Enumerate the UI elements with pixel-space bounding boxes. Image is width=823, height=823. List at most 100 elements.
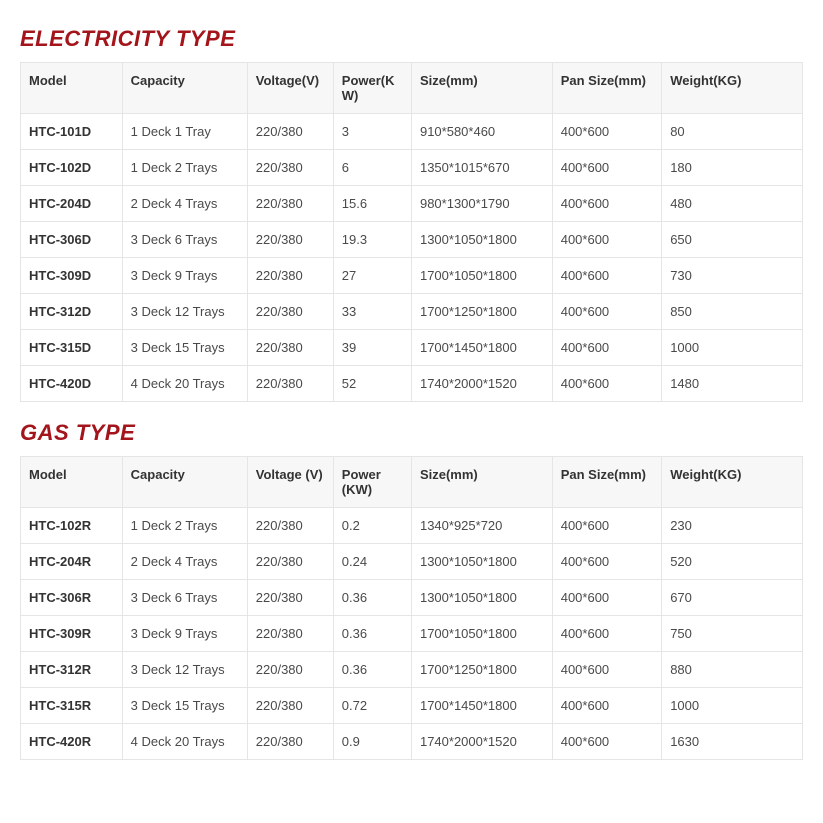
data-cell: 3 [333,114,411,150]
table-header-cell: Weight(KG) [662,63,803,114]
table-row: HTC-309D3 Deck 9 Trays220/380271700*1050… [21,258,803,294]
table-header-cell: Pan Size(mm) [552,457,661,508]
table-row: HTC-204D2 Deck 4 Trays220/38015.6980*130… [21,186,803,222]
data-cell: 3 Deck 9 Trays [122,616,247,652]
data-cell: 980*1300*1790 [411,186,552,222]
data-cell: 6 [333,150,411,186]
data-cell: 1 Deck 1 Tray [122,114,247,150]
model-cell: HTC-204D [21,186,123,222]
table-row: HTC-101D1 Deck 1 Tray220/3803910*580*460… [21,114,803,150]
data-cell: 850 [662,294,803,330]
data-cell: 1 Deck 2 Trays [122,508,247,544]
data-cell: 27 [333,258,411,294]
table-row: HTC-306D3 Deck 6 Trays220/38019.31300*10… [21,222,803,258]
table-header-cell: Voltage(V) [247,63,333,114]
data-cell: 2 Deck 4 Trays [122,186,247,222]
data-cell: 1 Deck 2 Trays [122,150,247,186]
data-cell: 0.9 [333,724,411,760]
model-cell: HTC-315R [21,688,123,724]
data-cell: 650 [662,222,803,258]
data-cell: 3 Deck 12 Trays [122,294,247,330]
data-cell: 880 [662,652,803,688]
spec-table: ModelCapacityVoltage(V)Power(KW)Size(mm)… [20,62,803,402]
table-row: HTC-102D1 Deck 2 Trays220/38061350*1015*… [21,150,803,186]
data-cell: 3 Deck 9 Trays [122,258,247,294]
table-row: HTC-315D3 Deck 15 Trays220/380391700*145… [21,330,803,366]
spec-sheet: ELECTRICITY TYPEModelCapacityVoltage(V)P… [20,26,803,760]
data-cell: 1740*2000*1520 [411,724,552,760]
data-cell: 0.36 [333,580,411,616]
data-cell: 3 Deck 6 Trays [122,222,247,258]
data-cell: 1740*2000*1520 [411,366,552,402]
table-header-cell: Size(mm) [411,63,552,114]
table-row: HTC-420D4 Deck 20 Trays220/380521740*200… [21,366,803,402]
data-cell: 1700*1050*1800 [411,258,552,294]
data-cell: 220/380 [247,294,333,330]
data-cell: 220/380 [247,366,333,402]
data-cell: 180 [662,150,803,186]
data-cell: 1700*1250*1800 [411,294,552,330]
table-header-cell: Voltage (V) [247,457,333,508]
model-cell: HTC-315D [21,330,123,366]
model-cell: HTC-306R [21,580,123,616]
data-cell: 52 [333,366,411,402]
data-cell: 1350*1015*670 [411,150,552,186]
data-cell: 1480 [662,366,803,402]
model-cell: HTC-306D [21,222,123,258]
data-cell: 400*600 [552,222,661,258]
data-cell: 1000 [662,688,803,724]
data-cell: 0.36 [333,616,411,652]
data-cell: 1700*1450*1800 [411,330,552,366]
data-cell: 400*600 [552,258,661,294]
model-cell: HTC-420D [21,366,123,402]
data-cell: 220/380 [247,150,333,186]
table-header-cell: Pan Size(mm) [552,63,661,114]
data-cell: 400*600 [552,508,661,544]
data-cell: 730 [662,258,803,294]
table-row: HTC-306R3 Deck 6 Trays220/3800.361300*10… [21,580,803,616]
model-cell: HTC-309D [21,258,123,294]
data-cell: 220/380 [247,114,333,150]
data-cell: 1340*925*720 [411,508,552,544]
data-cell: 3 Deck 12 Trays [122,652,247,688]
spec-table: ModelCapacityVoltage (V)Power (KW)Size(m… [20,456,803,760]
data-cell: 1300*1050*1800 [411,544,552,580]
data-cell: 1700*1250*1800 [411,652,552,688]
data-cell: 220/380 [247,508,333,544]
data-cell: 750 [662,616,803,652]
data-cell: 400*600 [552,724,661,760]
data-cell: 3 Deck 15 Trays [122,688,247,724]
data-cell: 4 Deck 20 Trays [122,366,247,402]
model-cell: HTC-420R [21,724,123,760]
data-cell: 0.36 [333,652,411,688]
data-cell: 220/380 [247,652,333,688]
data-cell: 0.72 [333,688,411,724]
data-cell: 400*600 [552,580,661,616]
table-row: HTC-102R1 Deck 2 Trays220/3800.21340*925… [21,508,803,544]
model-cell: HTC-312R [21,652,123,688]
table-row: HTC-315R3 Deck 15 Trays220/3800.721700*1… [21,688,803,724]
table-header-cell: Capacity [122,457,247,508]
table-row: HTC-312D3 Deck 12 Trays220/380331700*125… [21,294,803,330]
data-cell: 480 [662,186,803,222]
data-cell: 520 [662,544,803,580]
table-header-cell: Capacity [122,63,247,114]
table-header-cell: Weight(KG) [662,457,803,508]
table-header-cell: Power (KW) [333,457,411,508]
data-cell: 400*600 [552,150,661,186]
table-header-row: ModelCapacityVoltage (V)Power (KW)Size(m… [21,457,803,508]
data-cell: 1700*1050*1800 [411,616,552,652]
table-header-cell: Model [21,457,123,508]
data-cell: 220/380 [247,186,333,222]
data-cell: 400*600 [552,616,661,652]
data-cell: 1300*1050*1800 [411,580,552,616]
section-title: GAS TYPE [20,420,803,446]
data-cell: 19.3 [333,222,411,258]
data-cell: 400*600 [552,330,661,366]
data-cell: 33 [333,294,411,330]
data-cell: 400*600 [552,688,661,724]
model-cell: HTC-102R [21,508,123,544]
data-cell: 2 Deck 4 Trays [122,544,247,580]
data-cell: 400*600 [552,114,661,150]
data-cell: 910*580*460 [411,114,552,150]
